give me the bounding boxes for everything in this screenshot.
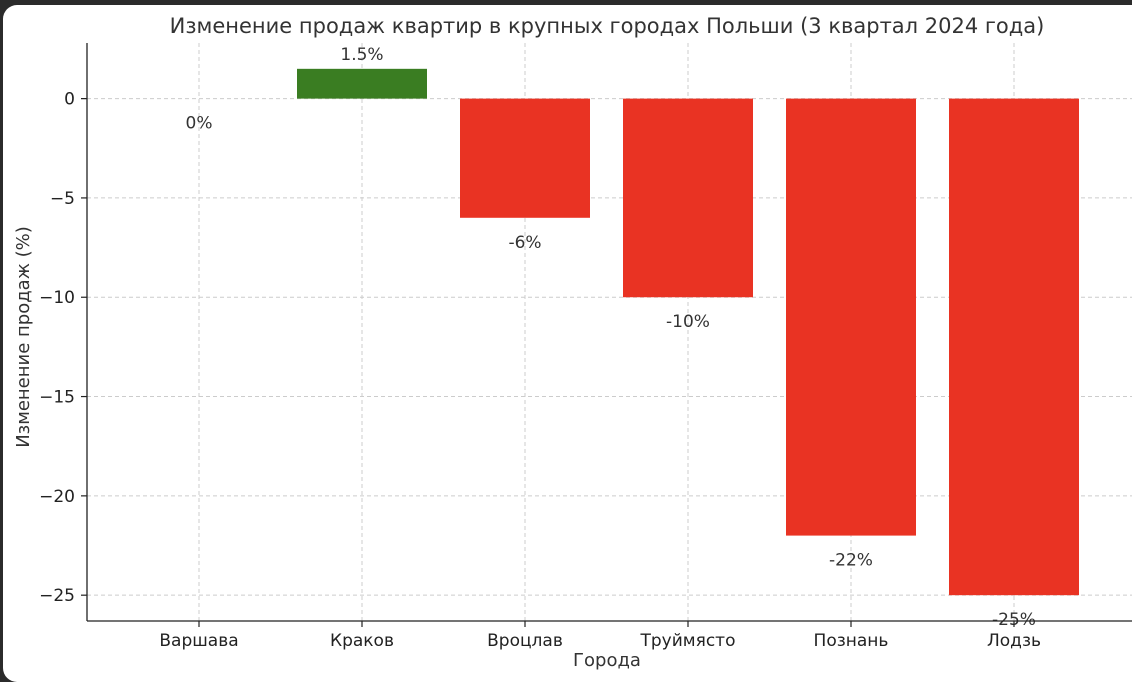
- y-tick-label: −5: [50, 189, 75, 209]
- chart-title: Изменение продаж квартир в крупных город…: [170, 14, 1045, 38]
- chart-frame: Изменение продаж квартир в крупных город…: [3, 5, 1132, 682]
- y-tick-label: −10: [39, 288, 75, 308]
- x-tick-label: Вроцлав: [487, 631, 563, 651]
- y-tick-label: −20: [39, 487, 75, 507]
- bar-chart: Изменение продаж квартир в крупных город…: [13, 14, 1132, 671]
- data-labels: 0% 1.5% -6% -10% -22% -25%: [186, 45, 1036, 630]
- bar-3: [460, 98, 590, 218]
- y-axis-ticks: 0 −5 −10 −15 −20 −25: [39, 90, 87, 606]
- data-label: -22%: [829, 551, 873, 571]
- y-tick-label: −25: [39, 586, 75, 606]
- y-tick-label: 0: [64, 90, 75, 110]
- y-tick-label: −15: [39, 388, 75, 408]
- x-tick-label: Лодзь: [987, 631, 1041, 651]
- data-label: 0%: [186, 114, 213, 134]
- x-axis-ticks: Варшава Краков Вроцлав Труймясто Познань Лодз…: [159, 621, 1041, 651]
- x-tick-label: Труймясто: [640, 631, 736, 651]
- y-axis-label: Изменение продаж (%): [13, 226, 34, 448]
- x-axis-label: Города: [573, 650, 641, 671]
- data-label: -10%: [666, 312, 710, 332]
- bar-6: [949, 98, 1079, 596]
- bars: [297, 68, 1079, 596]
- x-tick-label: Краков: [330, 631, 394, 651]
- bar-5: [786, 98, 916, 536]
- data-label: -6%: [508, 233, 541, 253]
- bar-4: [623, 98, 753, 298]
- x-tick-label: Познань: [814, 631, 889, 651]
- x-tick-label: Варшава: [159, 631, 238, 651]
- data-label: 1.5%: [340, 45, 383, 65]
- bar-2: [297, 68, 427, 99]
- data-label: -25%: [992, 610, 1036, 630]
